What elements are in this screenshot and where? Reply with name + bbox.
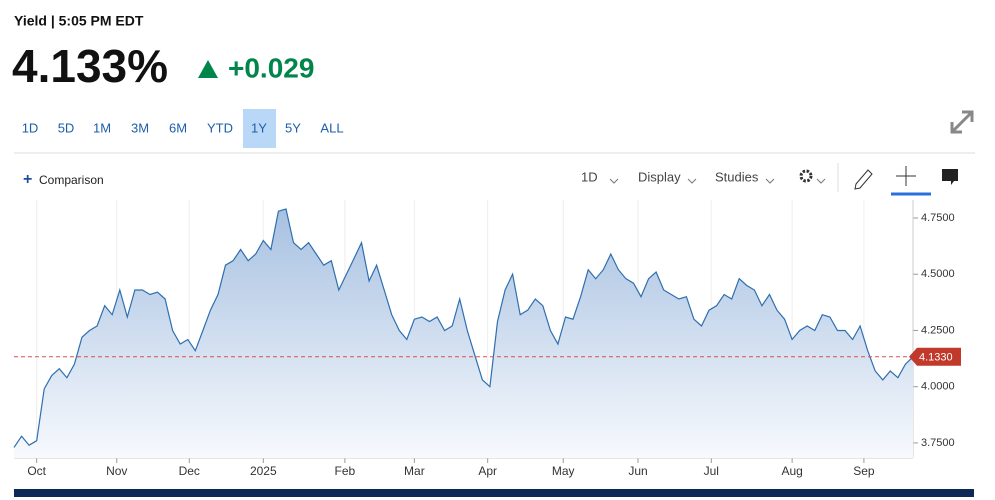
area-fill [14,209,913,458]
draw-icon[interactable] [854,169,873,190]
comment-icon[interactable] [942,169,958,185]
expand-icon[interactable] [950,110,974,134]
x-tick-label: Dec [179,464,200,478]
comparison-button[interactable]: Comparison [39,173,104,187]
last-value-label: 4.1330 [919,352,953,364]
last-value-tag [909,347,961,366]
x-tick-label: Nov [106,464,127,478]
y-tick-label: 3.7500 [921,437,955,449]
range-button[interactable]: 5D [58,120,75,135]
y-tick-label: 4.2500 [921,324,955,336]
studies-menu[interactable]: Studies [715,169,759,184]
range-button[interactable]: ALL [320,120,343,135]
display-menu[interactable]: Display [638,169,681,184]
x-tick-label: Aug [781,464,802,478]
range-button[interactable]: 5Y [285,120,301,135]
settings-icon[interactable] [799,169,813,183]
quote-label: Yield | 5:05 PM EDT [14,13,144,29]
interval-menu[interactable]: 1D [581,169,598,184]
y-tick-label: 4.5000 [921,268,955,280]
x-tick-label: Jun [628,464,647,478]
active-range-bg [243,109,276,148]
x-tick-label: May [552,464,575,478]
plus-icon: + [23,171,32,188]
x-tick-label: Feb [335,464,356,478]
price: 4.133% [12,40,168,92]
x-tick-label: 2025 [250,464,277,478]
x-tick-label: Jul [704,464,719,478]
up-arrow [198,60,218,78]
range-button[interactable]: 3M [131,120,149,135]
yield-line [13,208,914,448]
x-tick-label: Oct [27,464,46,478]
x-tick-label: Mar [404,464,425,478]
x-tick-label: Sep [853,464,875,478]
bottom-bar [14,489,974,497]
range-button[interactable]: 1D [22,120,39,135]
crosshair-icon[interactable] [896,166,916,186]
range-button[interactable]: 1M [93,120,111,135]
range-button[interactable]: 6M [169,120,187,135]
x-tick-label: Apr [478,464,497,478]
y-tick-label: 4.7500 [921,212,955,224]
range-buttons: 1D 5D 1M 3M 6M YTD 1Y 5Y ALL [22,109,344,148]
range-button[interactable]: 1Y [251,120,267,135]
price-change: +0.029 [228,52,314,83]
dropdown-carets [609,178,826,184]
range-button[interactable]: YTD [207,120,233,135]
y-tick-label: 4.0000 [921,381,955,393]
